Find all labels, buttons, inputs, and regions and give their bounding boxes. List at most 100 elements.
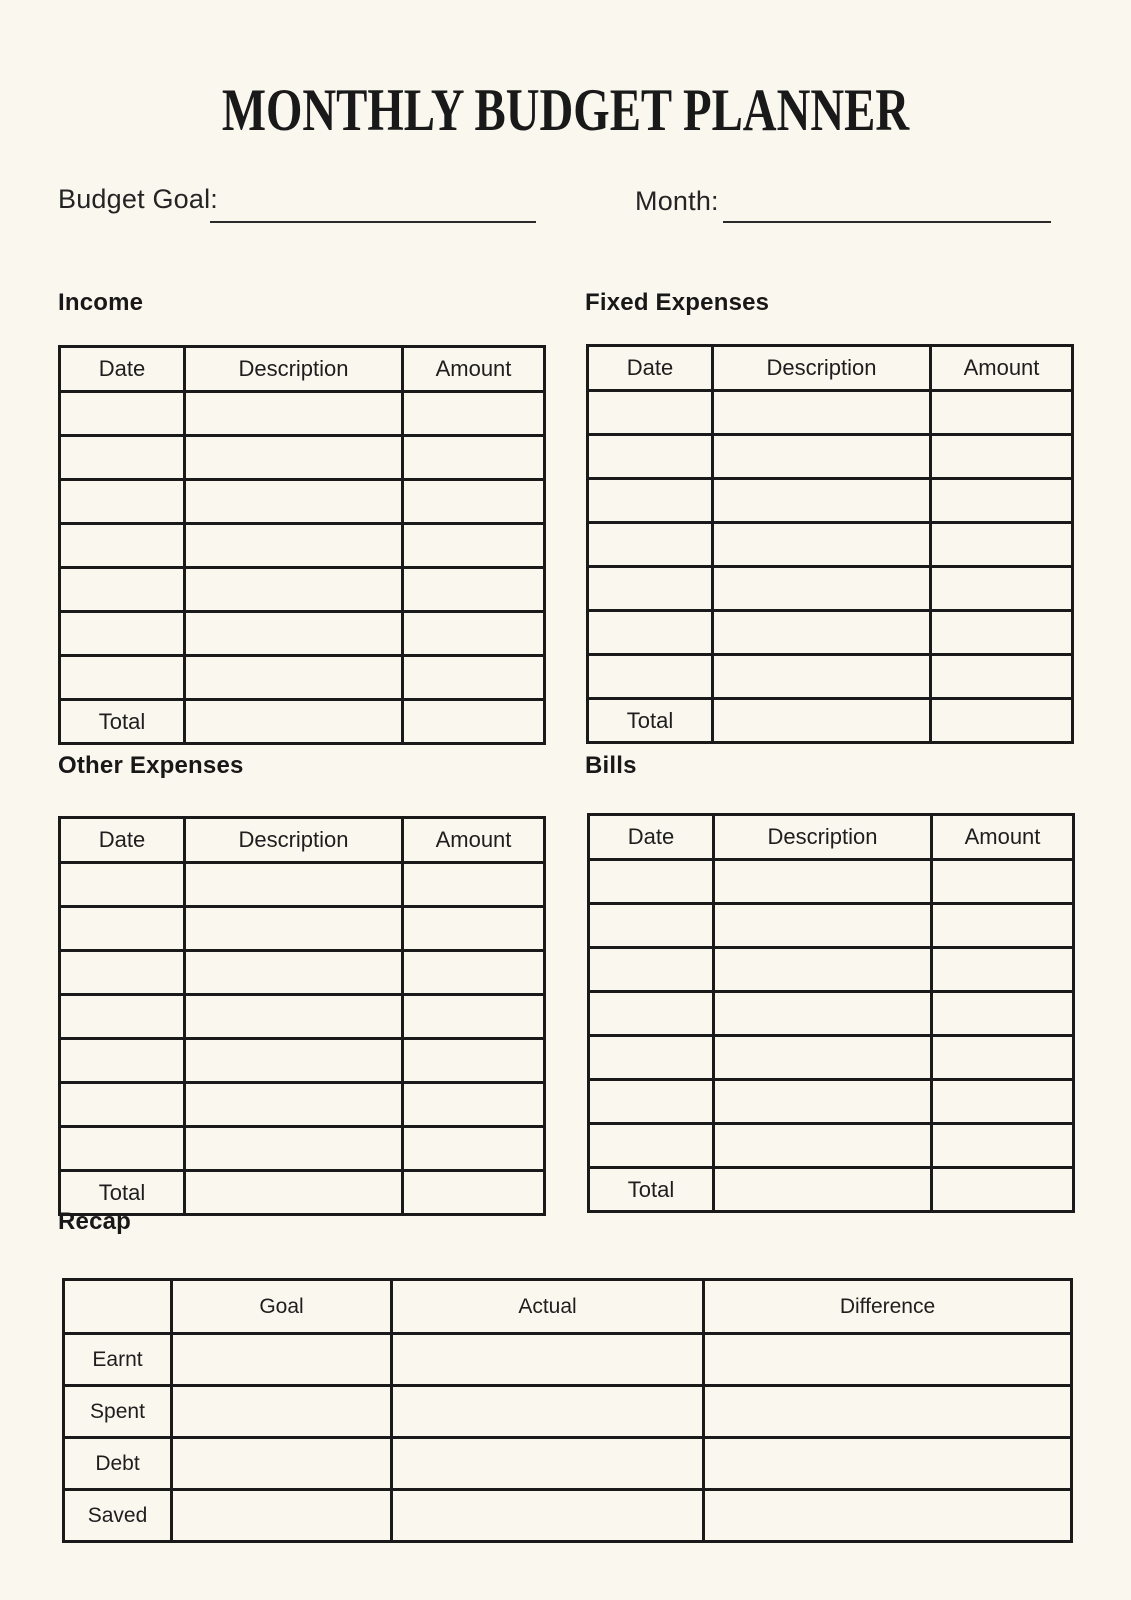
income-date-cell[interactable] — [58, 566, 186, 613]
income-date-cell[interactable] — [58, 390, 186, 437]
fixed-expenses-amount-cell[interactable] — [929, 389, 1074, 436]
bills-date-cell[interactable] — [587, 946, 715, 993]
other-expenses-date-cell[interactable] — [58, 905, 186, 952]
income-description-cell[interactable] — [183, 522, 404, 569]
other-expenses-date-cell[interactable] — [58, 861, 186, 908]
other-expenses-description-cell[interactable] — [183, 993, 404, 1040]
income-description-cell[interactable] — [183, 610, 404, 657]
bills-date-cell[interactable] — [587, 990, 715, 1037]
fixed-expenses-description-cell[interactable] — [711, 653, 932, 700]
fixed-expenses-description-cell[interactable] — [711, 389, 932, 436]
bills-total-amount-cell[interactable] — [930, 1166, 1075, 1213]
fixed-expenses-description-cell[interactable] — [711, 609, 932, 656]
other-expenses-date-cell[interactable] — [58, 1125, 186, 1172]
income-description-cell[interactable] — [183, 478, 404, 525]
income-date-cell[interactable] — [58, 478, 186, 525]
recap-debt-difference-cell[interactable] — [702, 1436, 1073, 1491]
income-amount-cell[interactable] — [401, 522, 546, 569]
other-expenses-amount-cell[interactable] — [401, 905, 546, 952]
fixed-expenses-amount-cell[interactable] — [929, 565, 1074, 612]
other-expenses-description-cell[interactable] — [183, 949, 404, 996]
fixed-expenses-description-cell[interactable] — [711, 477, 932, 524]
bills-date-cell[interactable] — [587, 858, 715, 905]
bills-amount-cell[interactable] — [930, 946, 1075, 993]
other-expenses-date-cell[interactable] — [58, 1037, 186, 1084]
fixed-expenses-date-cell[interactable] — [586, 389, 714, 436]
budget-goal-input-line[interactable] — [210, 221, 536, 223]
other-expenses-description-cell[interactable] — [183, 905, 404, 952]
income-amount-cell[interactable] — [401, 566, 546, 613]
bills-description-cell[interactable] — [712, 946, 933, 993]
month-input-line[interactable] — [723, 221, 1051, 223]
income-description-cell[interactable] — [183, 390, 404, 437]
fixed-expenses-date-cell[interactable] — [586, 433, 714, 480]
bills-date-cell[interactable] — [587, 1034, 715, 1081]
fixed-expenses-date-cell[interactable] — [586, 653, 714, 700]
other-expenses-date-cell[interactable] — [58, 1081, 186, 1128]
other-expenses-amount-cell[interactable] — [401, 949, 546, 996]
recap-spent-difference-cell[interactable] — [702, 1384, 1073, 1439]
bills-amount-cell[interactable] — [930, 858, 1075, 905]
fixed-expenses-amount-cell[interactable] — [929, 653, 1074, 700]
fixed-expenses-amount-cell[interactable] — [929, 433, 1074, 480]
other-expenses-description-cell[interactable] — [183, 1125, 404, 1172]
recap-saved-goal-cell[interactable] — [170, 1488, 393, 1543]
bills-amount-cell[interactable] — [930, 1078, 1075, 1125]
bills-total-description-cell[interactable] — [712, 1166, 933, 1213]
income-total-description-cell[interactable] — [183, 698, 404, 745]
bills-amount-cell[interactable] — [930, 990, 1075, 1037]
bills-amount-cell[interactable] — [930, 902, 1075, 949]
recap-spent-actual-cell[interactable] — [390, 1384, 705, 1439]
fixed-expenses-description-cell[interactable] — [711, 433, 932, 480]
recap-saved-actual-cell[interactable] — [390, 1488, 705, 1543]
other-expenses-description-cell[interactable] — [183, 861, 404, 908]
bills-amount-cell[interactable] — [930, 1034, 1075, 1081]
fixed-expenses-amount-cell[interactable] — [929, 609, 1074, 656]
bills-description-cell[interactable] — [712, 1034, 933, 1081]
fixed-expenses-date-cell[interactable] — [586, 477, 714, 524]
income-date-cell[interactable] — [58, 654, 186, 701]
fixed-expenses-description-cell[interactable] — [711, 565, 932, 612]
fixed-expenses-amount-cell[interactable] — [929, 521, 1074, 568]
bills-description-cell[interactable] — [712, 990, 933, 1037]
other-expenses-amount-cell[interactable] — [401, 1037, 546, 1084]
other-expenses-amount-cell[interactable] — [401, 1081, 546, 1128]
recap-debt-actual-cell[interactable] — [390, 1436, 705, 1491]
income-amount-cell[interactable] — [401, 654, 546, 701]
other-expenses-total-amount-cell[interactable] — [401, 1169, 546, 1216]
recap-earnt-difference-cell[interactable] — [702, 1332, 1073, 1387]
income-description-cell[interactable] — [183, 434, 404, 481]
fixed-expenses-date-cell[interactable] — [586, 521, 714, 568]
other-expenses-total-description-cell[interactable] — [183, 1169, 404, 1216]
other-expenses-description-cell[interactable] — [183, 1081, 404, 1128]
bills-date-cell[interactable] — [587, 902, 715, 949]
income-amount-cell[interactable] — [401, 390, 546, 437]
bills-date-cell[interactable] — [587, 1078, 715, 1125]
fixed-expenses-date-cell[interactable] — [586, 609, 714, 656]
recap-debt-goal-cell[interactable] — [170, 1436, 393, 1491]
fixed-expenses-date-cell[interactable] — [586, 565, 714, 612]
other-expenses-amount-cell[interactable] — [401, 993, 546, 1040]
income-date-cell[interactable] — [58, 434, 186, 481]
income-total-amount-cell[interactable] — [401, 698, 546, 745]
other-expenses-amount-cell[interactable] — [401, 861, 546, 908]
other-expenses-amount-cell[interactable] — [401, 1125, 546, 1172]
recap-earnt-goal-cell[interactable] — [170, 1332, 393, 1387]
recap-earnt-actual-cell[interactable] — [390, 1332, 705, 1387]
bills-date-cell[interactable] — [587, 1122, 715, 1169]
bills-description-cell[interactable] — [712, 1122, 933, 1169]
income-amount-cell[interactable] — [401, 434, 546, 481]
bills-amount-cell[interactable] — [930, 1122, 1075, 1169]
bills-description-cell[interactable] — [712, 858, 933, 905]
other-expenses-date-cell[interactable] — [58, 993, 186, 1040]
recap-saved-difference-cell[interactable] — [702, 1488, 1073, 1543]
other-expenses-date-cell[interactable] — [58, 949, 186, 996]
income-amount-cell[interactable] — [401, 478, 546, 525]
income-date-cell[interactable] — [58, 522, 186, 569]
bills-description-cell[interactable] — [712, 902, 933, 949]
fixed-expenses-description-cell[interactable] — [711, 521, 932, 568]
income-amount-cell[interactable] — [401, 610, 546, 657]
fixed-expenses-total-description-cell[interactable] — [711, 697, 932, 744]
income-date-cell[interactable] — [58, 610, 186, 657]
bills-description-cell[interactable] — [712, 1078, 933, 1125]
